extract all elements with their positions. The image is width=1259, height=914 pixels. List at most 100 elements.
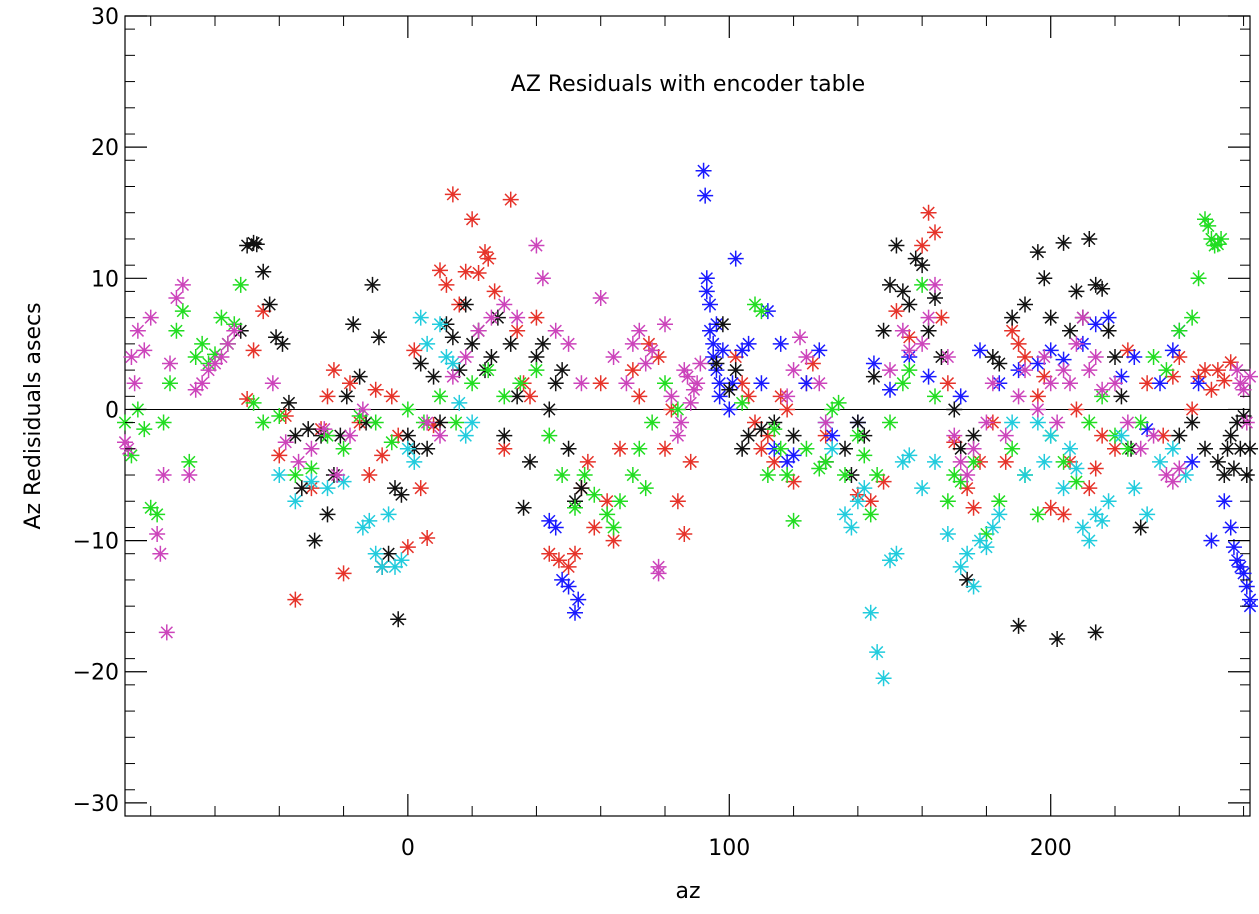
data-point (194, 335, 211, 352)
data-point (914, 335, 931, 352)
data-point (245, 342, 262, 359)
data-point (393, 486, 410, 503)
data-point (576, 467, 593, 484)
data-point (393, 552, 410, 569)
data-point (888, 237, 905, 254)
data-point (772, 440, 789, 457)
y-tick-label: 10 (91, 267, 119, 292)
data-point (798, 348, 815, 365)
data-point (1087, 316, 1104, 333)
data-point (875, 473, 892, 490)
data-point (849, 427, 866, 444)
data-point (383, 434, 400, 451)
data-point (914, 480, 931, 497)
data-point (1171, 348, 1188, 365)
data-point (631, 322, 648, 339)
data-point (287, 591, 304, 608)
data-point (811, 342, 828, 359)
data-point (271, 447, 288, 464)
data-point (255, 263, 272, 280)
data-point (753, 303, 770, 320)
data-point (862, 493, 879, 510)
data-point (367, 381, 384, 398)
data-point (155, 467, 172, 484)
data-point (939, 375, 956, 392)
data-point (894, 453, 911, 470)
data-point (640, 335, 657, 352)
data-point (991, 493, 1008, 510)
data-point (1107, 348, 1123, 365)
data-point (1042, 309, 1059, 326)
data-point (126, 375, 143, 392)
data-point (338, 388, 355, 405)
data-point (586, 519, 603, 536)
data-point (522, 453, 538, 470)
x-tick-label: 200 (1030, 836, 1072, 861)
data-point (406, 342, 423, 359)
data-point (933, 309, 950, 326)
data-point (280, 394, 297, 411)
data-point (882, 381, 898, 398)
data-point (1216, 467, 1233, 484)
data-point (1094, 512, 1111, 529)
data-point (162, 355, 178, 372)
data-point (1010, 388, 1027, 405)
data-point (351, 368, 368, 385)
data-point (740, 335, 757, 352)
data-point (367, 545, 384, 562)
data-point (181, 467, 198, 484)
data-point (1004, 414, 1021, 431)
data-point (779, 467, 796, 484)
data-point (502, 191, 519, 208)
data-point (865, 355, 882, 372)
data-point (1029, 506, 1046, 523)
data-point (959, 545, 976, 562)
data-point (380, 545, 397, 562)
data-point (399, 401, 416, 418)
data-point (560, 578, 577, 595)
data-point (785, 473, 802, 490)
data-point (837, 506, 853, 523)
data-point (1087, 348, 1104, 365)
data-point (496, 388, 513, 405)
data-point (1017, 348, 1033, 365)
data-point (123, 348, 140, 365)
data-point (1004, 322, 1021, 339)
data-point (261, 296, 278, 313)
data-point (129, 322, 146, 339)
data-point (682, 453, 699, 470)
data-point (946, 401, 963, 418)
data-point (689, 375, 706, 392)
data-point (152, 545, 169, 562)
data-point (914, 237, 931, 254)
data-point (1087, 460, 1104, 477)
data-point (1087, 276, 1104, 293)
data-point (274, 335, 291, 352)
data-point (464, 211, 481, 228)
data-point (290, 453, 307, 470)
data-point (785, 427, 802, 444)
x-tick-label: 100 (708, 836, 750, 861)
data-point (1049, 414, 1066, 431)
data-point (624, 467, 641, 484)
data-point (1094, 381, 1111, 398)
data-point (882, 362, 898, 379)
data-point (541, 545, 558, 562)
data-point (862, 506, 879, 523)
data-point (1068, 473, 1085, 490)
data-point (438, 276, 455, 293)
data-point (1049, 630, 1066, 647)
data-point (702, 296, 718, 313)
data-point (287, 427, 304, 444)
data-point (1029, 414, 1046, 431)
data-point (390, 427, 407, 444)
data-point (432, 414, 448, 431)
data-point (650, 565, 667, 582)
data-point (509, 388, 526, 405)
data-point (792, 329, 808, 346)
data-point (239, 390, 256, 407)
data-point (1145, 427, 1162, 444)
data-point (644, 414, 661, 431)
data-point (946, 467, 963, 484)
data-point (335, 440, 352, 457)
